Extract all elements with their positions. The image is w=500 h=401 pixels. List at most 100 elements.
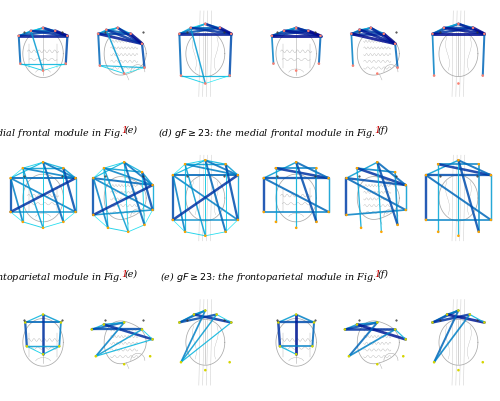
Point [479, 359, 487, 366]
Point [402, 336, 409, 343]
Text: (f): (f) [378, 269, 388, 278]
Point [353, 322, 361, 328]
Point [39, 26, 47, 32]
Point [428, 320, 436, 326]
Point [14, 34, 22, 40]
Text: 1: 1 [374, 269, 380, 278]
Point [374, 361, 382, 367]
Point [454, 233, 462, 239]
Point [428, 32, 436, 38]
Point [374, 320, 382, 326]
Point [202, 81, 209, 87]
Point [480, 32, 488, 38]
Point [454, 22, 462, 28]
Point [391, 326, 399, 333]
Point [443, 312, 451, 318]
Point [21, 320, 29, 326]
Text: 1: 1 [121, 269, 127, 278]
Point [102, 28, 110, 34]
Point [400, 353, 407, 360]
Point [228, 32, 235, 38]
Text: (a) $gF \leq 8$: the medial frontal module in Fig.: (a) $gF \leq 8$: the medial frontal modu… [0, 125, 124, 139]
Point [39, 68, 47, 75]
Point [324, 176, 332, 182]
Point [96, 63, 104, 70]
Point [202, 308, 209, 314]
Text: (e): (e) [124, 125, 138, 134]
Point [391, 41, 399, 48]
Point [341, 326, 349, 333]
Point [39, 160, 47, 166]
Point [270, 61, 278, 68]
Point [353, 166, 361, 172]
Point [234, 172, 242, 179]
Point [434, 162, 442, 168]
Point [226, 73, 234, 79]
Point [138, 41, 146, 48]
Point [469, 26, 477, 32]
Point [342, 176, 350, 182]
Point [292, 160, 300, 166]
Point [394, 65, 402, 72]
Point [308, 343, 316, 350]
Point [222, 229, 230, 235]
Point [92, 353, 100, 360]
Point [479, 73, 487, 79]
Point [474, 162, 482, 168]
Point [422, 172, 430, 179]
Point [260, 209, 268, 216]
Point [280, 28, 288, 35]
Point [454, 367, 462, 373]
Point [268, 34, 276, 40]
Point [62, 61, 70, 68]
Text: (b) $gF \leq 8$: the frontoparietal module in Fig.: (b) $gF \leq 8$: the frontoparietal modu… [0, 269, 124, 283]
Point [100, 322, 108, 328]
Point [226, 359, 234, 366]
Text: (d) $gF \geq 23$: the medial frontal module in Fig.: (d) $gF \geq 23$: the medial frontal mod… [158, 125, 378, 139]
Point [176, 320, 184, 326]
Text: (f): (f) [378, 125, 388, 134]
Point [324, 209, 332, 216]
Point [120, 320, 128, 326]
Point [292, 351, 300, 358]
Point [169, 217, 177, 223]
Point [146, 353, 154, 360]
Text: (e) $gF \geq 23$: the frontoparietal module in Fig.: (e) $gF \geq 23$: the frontoparietal mod… [160, 269, 378, 283]
Point [19, 219, 27, 225]
Point [304, 28, 312, 35]
Point [402, 182, 409, 189]
Point [140, 222, 148, 229]
Point [260, 176, 268, 182]
Point [60, 166, 68, 172]
Point [272, 166, 280, 172]
Point [120, 160, 128, 166]
Point [430, 359, 438, 366]
Point [120, 71, 128, 77]
Point [380, 32, 388, 38]
Point [6, 209, 14, 216]
Point [138, 170, 146, 176]
Point [391, 170, 399, 176]
Point [374, 71, 382, 77]
Point [181, 162, 189, 168]
Text: 1: 1 [121, 125, 127, 134]
Point [216, 26, 224, 32]
Point [19, 166, 27, 172]
Point [310, 320, 318, 326]
Point [487, 172, 495, 179]
Point [100, 166, 108, 172]
Point [186, 26, 194, 32]
Text: (e): (e) [124, 269, 138, 278]
Point [90, 176, 98, 182]
Point [434, 229, 442, 235]
Point [176, 32, 184, 38]
Point [454, 308, 462, 314]
Point [60, 219, 68, 225]
Point [114, 26, 122, 32]
Point [72, 209, 80, 216]
Point [126, 32, 134, 38]
Point [316, 34, 324, 40]
Point [88, 326, 96, 333]
Point [39, 225, 47, 231]
Point [202, 233, 209, 239]
